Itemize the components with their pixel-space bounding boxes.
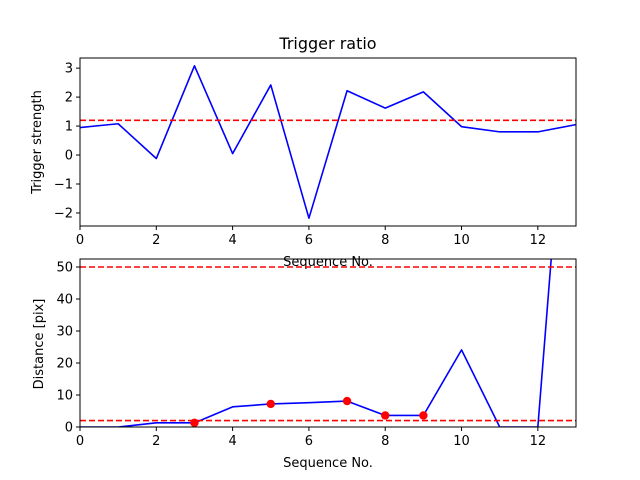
y-tick-label: 50 (56, 261, 73, 276)
data-point-marker (266, 399, 275, 409)
y-tick-label: 10 (56, 389, 73, 404)
x-tick-label: 10 (453, 233, 470, 248)
y-tick-label: 2 (65, 91, 73, 106)
axes-frame (79, 57, 577, 227)
plot-area (79, 57, 577, 227)
x-tick-label: 6 (305, 233, 313, 248)
x-tick-label: 2 (152, 434, 160, 449)
trigger-ratio-panel: Trigger ratio Trigger strength Sequence … (30, 34, 577, 270)
chart-title: Trigger ratio (278, 34, 376, 53)
tick-layer: 0 2 4 6 8 10 12 0 10 20 30 40 50 (56, 261, 546, 450)
x-tick-label: 8 (381, 233, 389, 248)
data-point-marker (342, 396, 352, 406)
y-axis-label: Distance [pix] (32, 299, 47, 390)
data-layer (80, 259, 576, 427)
x-tick-label: 6 (305, 434, 313, 449)
y-tick-label: −1 (54, 178, 73, 193)
y-tick-label: 0 (65, 149, 73, 164)
data-layer (80, 65, 576, 219)
y-tick-label: 3 (65, 62, 73, 77)
x-tick-label: 4 (228, 434, 236, 449)
y-tick-label: 20 (56, 357, 73, 372)
x-tick-label: 4 (228, 233, 236, 248)
y-tick-label: 40 (56, 293, 73, 308)
axes-frame (79, 258, 577, 428)
x-tick-label: 12 (530, 434, 547, 449)
data-point-marker (419, 411, 428, 420)
y-tick-label: −2 (54, 206, 73, 221)
x-tick-label: 0 (76, 233, 84, 248)
x-tick-label: 12 (530, 233, 547, 248)
data-point-marker (190, 418, 199, 428)
distance-panel: Distance [pix] Sequence No. 0 2 4 6 8 10 12 0 10… (32, 258, 577, 471)
y-tick-label: 30 (56, 325, 73, 340)
y-tick-label: 1 (65, 120, 73, 135)
y-tick-label: 0 (65, 421, 73, 436)
x-tick-label: 2 (152, 233, 160, 248)
x-axis-label: Sequence No. (283, 456, 373, 471)
x-tick-label: 10 (453, 434, 470, 449)
data-point-marker (381, 411, 390, 420)
plot-area (79, 258, 577, 428)
y-axis-label: Trigger strength (30, 90, 45, 195)
series-line (80, 65, 576, 219)
x-tick-label: 8 (381, 434, 389, 449)
series-line (80, 259, 552, 427)
x-tick-label: 0 (76, 434, 84, 449)
